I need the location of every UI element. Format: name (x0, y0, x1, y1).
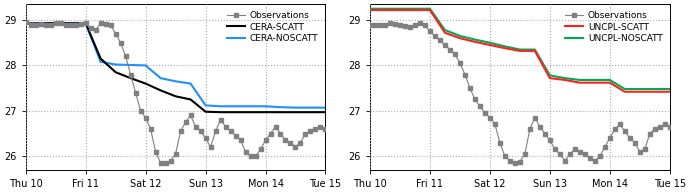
Legend: Observations, CERA-SCATT, CERA-NOSCATT: Observations, CERA-SCATT, CERA-NOSCATT (224, 9, 321, 46)
Legend: Observations, UNCPL-SCATT, UNCPL-NOSCATT: Observations, UNCPL-SCATT, UNCPL-NOSCATT (562, 9, 665, 46)
